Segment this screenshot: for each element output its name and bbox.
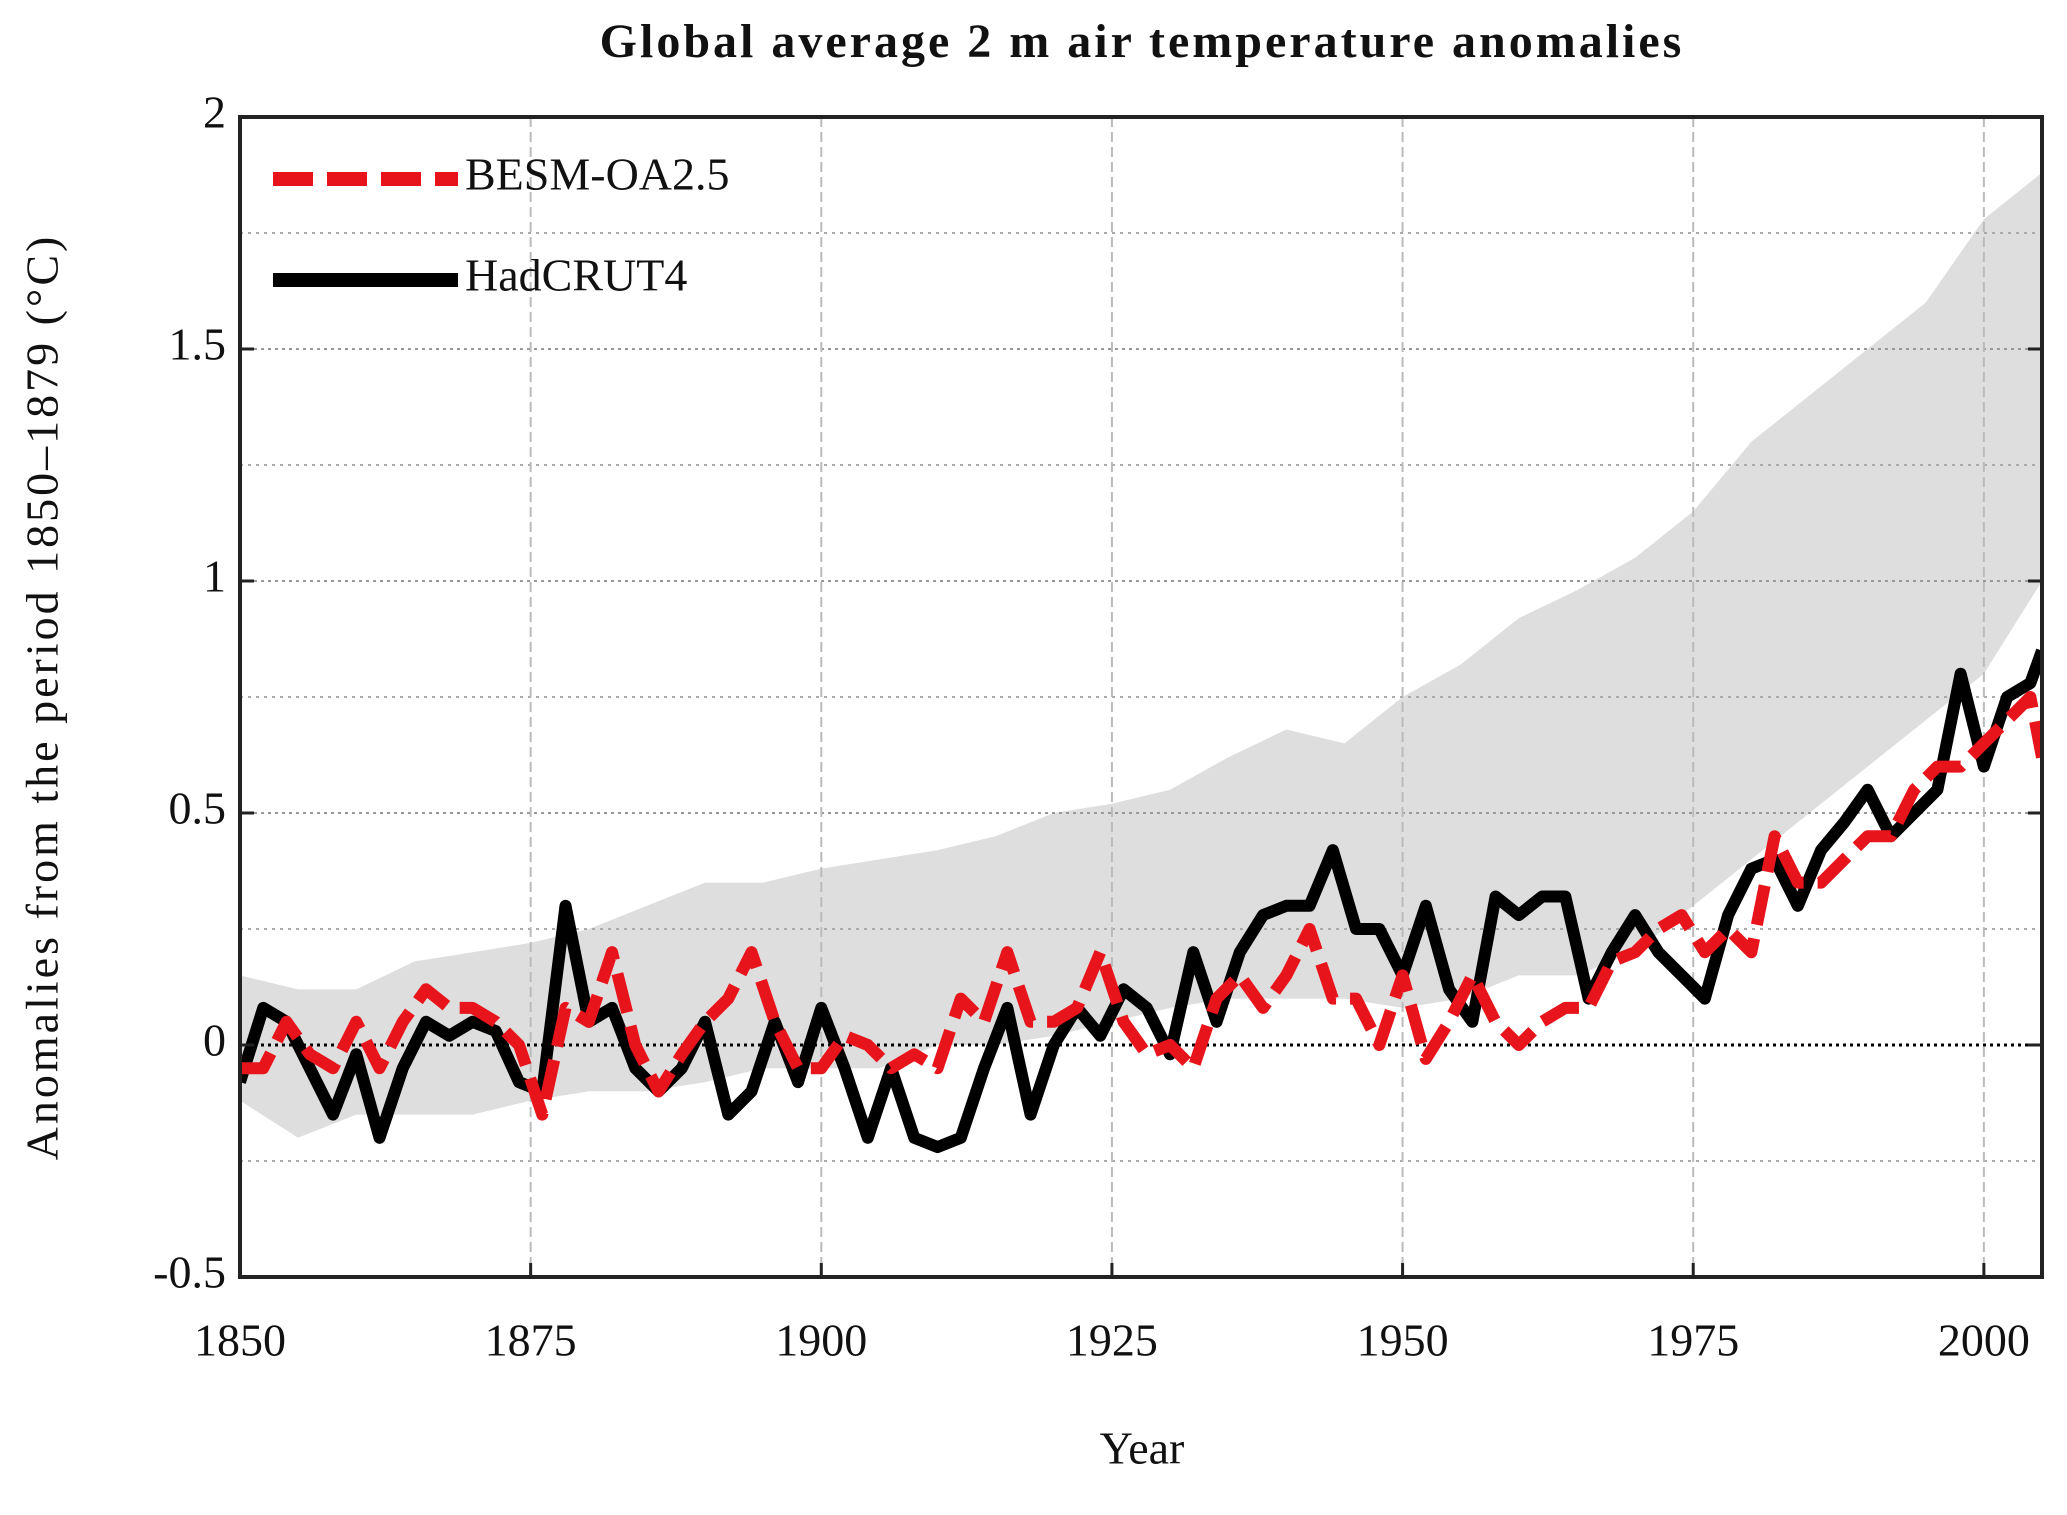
y-tick-label: 0 xyxy=(203,1015,226,1066)
x-tick-label: 1875 xyxy=(485,1315,577,1366)
y-axis-label: Anomalies from the period 1850–1879 (°C) xyxy=(17,234,68,1161)
y-tick-label: 1.5 xyxy=(169,319,227,370)
spread-band xyxy=(240,172,2042,1138)
plot-frame xyxy=(238,115,2044,1279)
legend-label: HadCRUT4 xyxy=(465,250,687,301)
y-tick-label: 0.5 xyxy=(169,783,227,834)
y-tick-label: -0.5 xyxy=(153,1247,226,1298)
chart-title: Global average 2 m air temperature anoma… xyxy=(600,15,1685,68)
x-tick-label: 1900 xyxy=(775,1315,867,1366)
plot-layer: -0.5 0 0.5 1 1.5 2 1850 1875 1900 1925 1950 1975 200… xyxy=(153,87,2044,1366)
x-tick-label: 1925 xyxy=(1066,1315,1158,1366)
data-line xyxy=(240,691,2042,1121)
x-tick-label: 1950 xyxy=(1357,1315,1449,1366)
legend-label: BESM-OA2.5 xyxy=(465,149,730,200)
y-tick-label: 1 xyxy=(203,551,226,602)
x-tick-label: 1975 xyxy=(1647,1315,1739,1366)
series-group xyxy=(240,648,2042,1154)
x-tick-label: 1850 xyxy=(194,1315,286,1366)
y-tick-label: 2 xyxy=(203,87,226,138)
x-tick-label: 2000 xyxy=(1938,1315,2030,1366)
x-axis-label: Year xyxy=(1100,1423,1185,1474)
